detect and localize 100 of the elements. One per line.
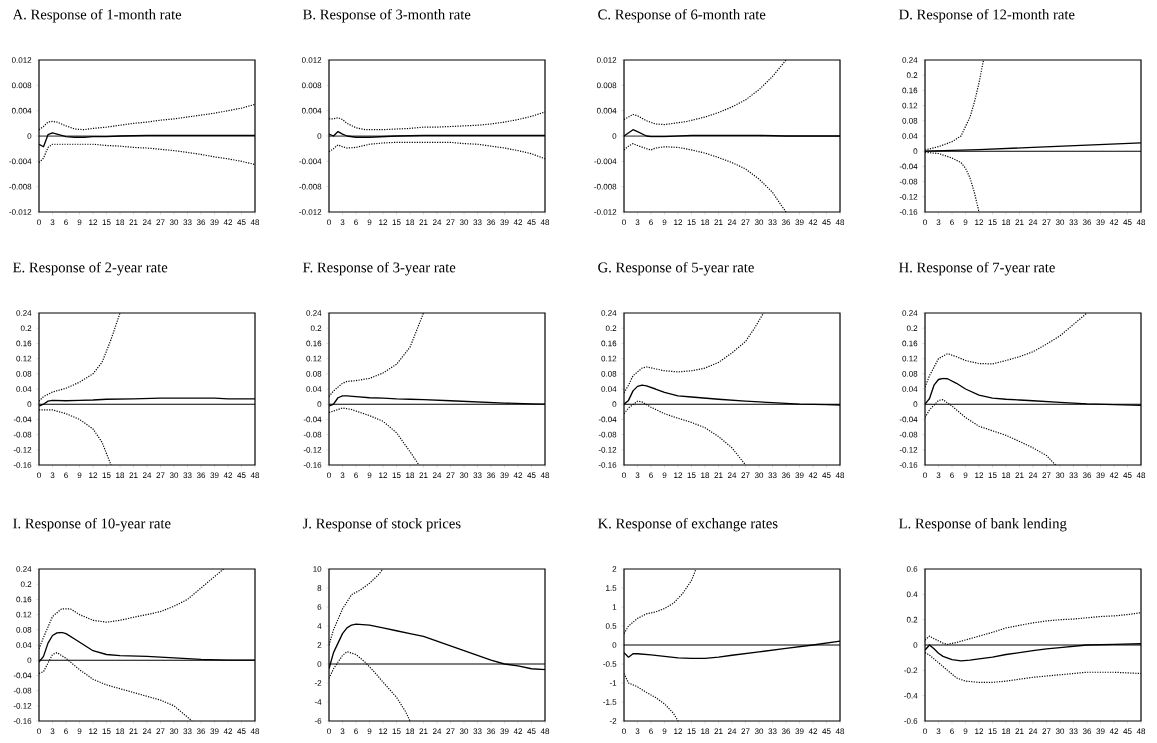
y-tick-label: 0.012	[11, 57, 32, 63]
y-tick-label: 0.008	[301, 82, 322, 89]
y-tick-label: 2	[317, 642, 322, 648]
y-tick-label: -0.12	[899, 193, 918, 200]
x-tick-label: 36	[486, 728, 496, 735]
y-tick-label: -0.08	[13, 687, 32, 694]
x-tick-label: 3	[340, 472, 345, 479]
x-tick-label: 42	[1109, 219, 1119, 225]
x-tick-label: 12	[379, 219, 388, 225]
x-tick-label: 6	[950, 219, 954, 226]
y-tick-label: -0.08	[303, 431, 322, 438]
x-tick-label: 42	[1109, 472, 1119, 478]
y-tick-label: 0.16	[306, 340, 322, 347]
x-tick-label: 45	[822, 472, 831, 478]
x-tick-label: 45	[237, 472, 246, 478]
y-tick-label: 6	[317, 604, 322, 610]
x-tick-label: 18	[116, 219, 125, 226]
y-tick-label: 0.24	[902, 310, 918, 316]
y-tick-label: -0.12	[899, 446, 918, 453]
x-tick-label: 6	[649, 472, 653, 479]
x-tick-label: 48	[540, 472, 550, 479]
x-tick-label: 24	[727, 472, 737, 478]
x-tick-label: 39	[795, 728, 804, 735]
x-tick-label: 12	[975, 728, 984, 734]
y-tick-label: 0	[913, 401, 918, 408]
y-tick-label: 0.004	[596, 107, 617, 114]
y-tick-label: 0.04	[902, 133, 918, 139]
x-tick-label: 27	[446, 472, 455, 478]
x-tick-label: 18	[116, 728, 125, 735]
x-tick-label: 27	[156, 728, 165, 734]
y-tick-label: -0.16	[13, 462, 32, 468]
x-tick-label: 24	[1028, 472, 1038, 478]
y-tick-label: 0	[27, 401, 32, 408]
x-tick-label: 33	[1069, 219, 1078, 226]
x-tick-label: 36	[781, 728, 791, 735]
y-tick-label: 0.12	[902, 355, 918, 362]
x-tick-label: 21	[1015, 728, 1024, 734]
x-tick-label: 39	[210, 728, 219, 735]
x-tick-label: 18	[701, 472, 710, 479]
x-tick-label: 9	[963, 472, 968, 479]
x-tick-label: 39	[1096, 728, 1105, 735]
x-tick-label: 21	[419, 219, 428, 225]
chart-title: J. Response of stock prices	[302, 517, 461, 532]
y-tick-label: 2	[612, 566, 617, 572]
x-tick-label: 9	[77, 472, 82, 479]
x-tick-label: 18	[701, 728, 710, 735]
y-tick-label: -0.04	[899, 416, 918, 423]
y-tick-label: -0.08	[13, 431, 32, 438]
y-tick-label: -0.004	[594, 158, 617, 165]
x-tick-label: 15	[687, 472, 696, 478]
y-tick-label: 0	[317, 133, 322, 139]
x-tick-label: 36	[486, 472, 496, 479]
x-tick-label: 33	[1069, 728, 1078, 735]
y-tick-label: -0.12	[598, 446, 617, 453]
x-tick-label: 15	[102, 219, 111, 225]
x-tick-label: 33	[768, 728, 777, 735]
x-tick-label: 18	[406, 472, 415, 479]
x-tick-label: 21	[419, 728, 428, 734]
y-tick-label: -1	[609, 680, 617, 686]
y-tick-label: 0.12	[306, 355, 322, 362]
x-tick-label: 36	[781, 472, 791, 479]
x-tick-label: 9	[367, 472, 372, 479]
y-tick-label: -0.2	[904, 667, 918, 674]
x-tick-label: 24	[1028, 728, 1038, 734]
y-tick-label: 0.24	[16, 566, 32, 572]
x-tick-label: 0	[37, 219, 41, 226]
x-tick-label: 15	[687, 728, 696, 734]
y-tick-label: -0.008	[594, 183, 617, 190]
x-tick-label: 24	[727, 728, 737, 734]
y-tick-label: -0.4	[904, 692, 918, 699]
x-tick-label: 3	[936, 219, 941, 226]
x-tick-label: 0	[923, 472, 927, 479]
x-tick-label: 45	[527, 472, 536, 478]
x-tick-label: 15	[392, 472, 401, 478]
x-tick-label: 6	[64, 728, 68, 735]
y-tick-label: 0.16	[16, 340, 32, 347]
x-tick-label: 30	[169, 219, 179, 226]
y-tick-label: -0.16	[899, 209, 918, 215]
y-tick-label: -0.04	[598, 416, 617, 423]
x-tick-label: 39	[500, 472, 509, 479]
chart-title: C. Response of 6-month rate	[598, 8, 766, 23]
x-tick-label: 9	[662, 472, 667, 479]
x-tick-label: 18	[701, 219, 710, 226]
x-tick-label: 30	[169, 472, 179, 479]
chart-title: L. Response of bank lending	[899, 517, 1067, 532]
x-tick-label: 9	[77, 728, 82, 735]
x-tick-label: 33	[768, 219, 777, 226]
x-tick-label: 6	[354, 219, 358, 226]
x-tick-label: 42	[513, 472, 523, 478]
x-tick-label: 12	[674, 219, 683, 225]
y-tick-label: 0.24	[902, 57, 918, 63]
x-tick-label: 48	[1136, 472, 1146, 479]
x-tick-label: 15	[102, 472, 111, 478]
x-tick-label: 0	[923, 219, 927, 226]
x-tick-label: 24	[432, 219, 442, 225]
x-tick-label: 12	[674, 728, 683, 734]
y-tick-label: 0.16	[902, 340, 918, 347]
y-tick-label: 0.08	[16, 626, 32, 633]
x-tick-label: 6	[354, 728, 358, 735]
x-tick-label: 6	[649, 728, 653, 735]
